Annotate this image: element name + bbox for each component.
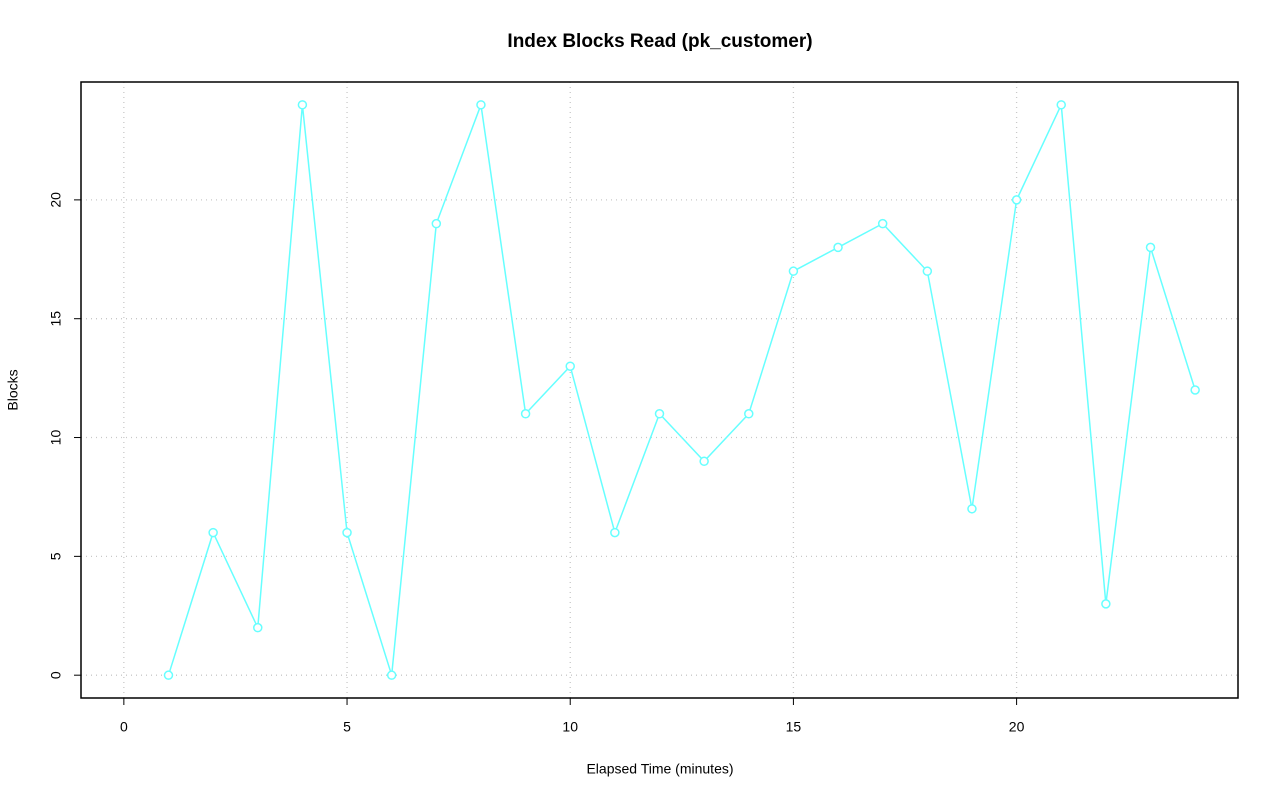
data-point bbox=[699, 456, 709, 467]
y-tick-label: 10 bbox=[48, 430, 64, 446]
x-axis-label: Elapsed Time (minutes) bbox=[586, 761, 733, 777]
data-point bbox=[1145, 242, 1156, 253]
data-point bbox=[744, 409, 754, 419]
y-axis-label: Blocks bbox=[5, 369, 21, 410]
x-tick-label: 0 bbox=[120, 719, 128, 735]
data-point bbox=[654, 409, 665, 419]
x-tick-label: 20 bbox=[1009, 719, 1025, 735]
y-tick-label: 15 bbox=[48, 311, 64, 327]
data-point bbox=[1190, 385, 1200, 395]
data-point bbox=[967, 504, 977, 514]
data-point bbox=[520, 409, 531, 419]
chart-title: Index Blocks Read (pk_customer) bbox=[507, 31, 812, 52]
data-point bbox=[565, 361, 575, 371]
data-point bbox=[476, 100, 486, 110]
data-point bbox=[253, 622, 263, 633]
data-point bbox=[208, 527, 218, 538]
data-point bbox=[922, 266, 933, 276]
y-tick-label: 0 bbox=[48, 671, 64, 679]
data-point bbox=[431, 218, 442, 229]
data-point bbox=[386, 670, 397, 680]
data-point bbox=[833, 242, 843, 253]
data-point bbox=[1011, 195, 1022, 205]
plot-frame bbox=[80, 81, 1239, 699]
data-point bbox=[1056, 100, 1066, 110]
data-point bbox=[342, 527, 352, 538]
data-point bbox=[788, 266, 799, 276]
data-point bbox=[1101, 599, 1111, 609]
x-tick-label: 10 bbox=[562, 719, 578, 735]
series-line bbox=[167, 101, 1196, 676]
y-tick-label: 20 bbox=[48, 192, 64, 208]
data-point bbox=[297, 100, 308, 110]
x-tick-label: 5 bbox=[343, 719, 351, 735]
y-tick-label: 5 bbox=[48, 552, 64, 560]
data-point bbox=[610, 527, 620, 538]
data-point bbox=[877, 218, 888, 229]
x-tick-label: 15 bbox=[786, 719, 802, 735]
data-point bbox=[163, 670, 174, 680]
